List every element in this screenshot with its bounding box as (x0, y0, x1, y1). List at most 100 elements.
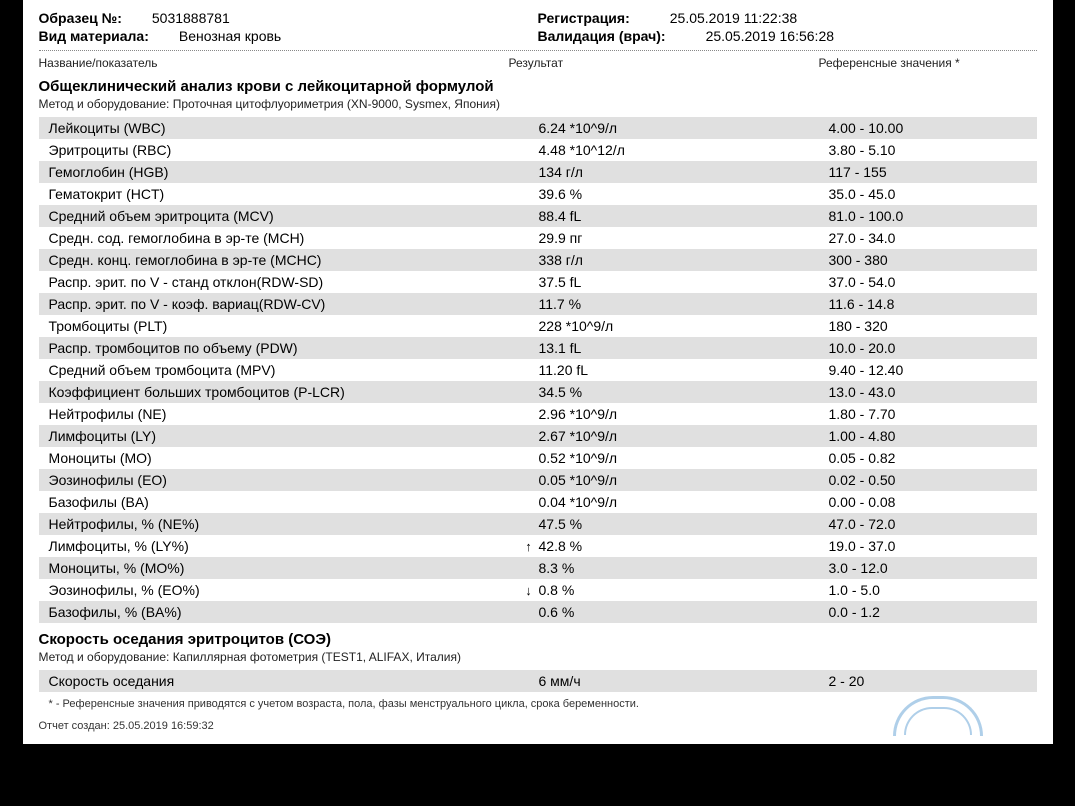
registration-value: 25.05.2019 11:22:38 (670, 10, 797, 26)
result-value: 228 *10^9/л (539, 318, 829, 334)
section1-rows: Лейкоциты (WBC) 6.24 *10^9/л4.00 - 10.00 Э… (39, 117, 1037, 623)
result-value: 134 г/л (539, 164, 829, 180)
indicator-name: Базофилы (BA) (49, 494, 519, 510)
reference-range: 27.0 - 34.0 (829, 230, 1037, 246)
report-footer: Отчет создан: 25.05.2019 16:59:32 (39, 720, 1037, 732)
header-row-1: Образец №: 5031888781 Регистрация: 25.05… (39, 10, 1037, 26)
reference-range: 4.00 - 10.00 (829, 120, 1037, 136)
result-value: 6 мм/ч (539, 673, 829, 689)
reference-range: 1.0 - 5.0 (829, 582, 1037, 598)
result-value: 0.52 *10^9/л (539, 450, 829, 466)
result-value: 6.24 *10^9/л (539, 120, 829, 136)
indicator-name: Моноциты, % (MO%) (49, 560, 519, 576)
table-row: Эритроциты (RBC) 4.48 *10^12/л3.80 - 5.10 (39, 139, 1037, 161)
result-value: 47.5 % (539, 516, 829, 532)
indicator-name: Эритроциты (RBC) (49, 142, 519, 158)
result-value: 0.8 % (539, 582, 829, 598)
table-row: Средн. сод. гемоглобина в эр-те (MCH) 29.… (39, 227, 1037, 249)
indicator-name: Эозинофилы, % (EO%) (49, 582, 519, 598)
result-value: 29.9 пг (539, 230, 829, 246)
result-value: 11.7 % (539, 296, 829, 312)
section1-method: Метод и оборудование: Проточная цитофлуо… (39, 97, 1037, 111)
reference-range: 180 - 320 (829, 318, 1037, 334)
reference-range: 19.0 - 37.0 (829, 538, 1037, 554)
col-name: Название/показатель (39, 56, 509, 70)
reference-range: 0.05 - 0.82 (829, 450, 1037, 466)
table-row: Базофилы, % (BA%)0.6 %0.0 - 1.2 (39, 601, 1037, 623)
table-row: Распр. эрит. по V - станд отклон(RDW-SD)… (39, 271, 1037, 293)
table-row: Распр. эрит. по V - коэф. вариац(RDW-CV)… (39, 293, 1037, 315)
table-row: Базофилы (BA)0.04 *10^9/л0.00 - 0.08 (39, 491, 1037, 513)
indicator-name: Средний объем тромбоцита (MPV) (49, 362, 519, 378)
table-row: Моноциты (MO) 0.52 *10^9/л0.05 - 0.82 (39, 447, 1037, 469)
method-value: Капиллярная фотометрия (TEST1, ALIFAX, И… (173, 650, 461, 664)
indicator-name: Средн. конц. гемоглобина в эр-те (MCHC) (49, 252, 519, 268)
sample-id-value: 5031888781 (152, 10, 230, 26)
table-row: Коэффициент больших тромбоцитов (P-LCR)3… (39, 381, 1037, 403)
method-value: Проточная цитофлуориметрия (XN-9000, Sys… (173, 97, 500, 111)
indicator-name: Лейкоциты (WBC) (49, 120, 519, 136)
indicator-name: Моноциты (MO) (49, 450, 519, 466)
reference-range: 11.6 - 14.8 (829, 296, 1037, 312)
report-generated-value: 25.05.2019 16:59:32 (113, 720, 214, 732)
reference-range: 37.0 - 54.0 (829, 274, 1037, 290)
reference-range: 35.0 - 45.0 (829, 186, 1037, 202)
indicator-name: Скорость оседания (49, 673, 519, 689)
column-headers: Название/показатель Результат Референсны… (39, 54, 1037, 74)
result-value: 2.67 *10^9/л (539, 428, 829, 444)
indicator-name: Нейтрофилы, % (NE%) (49, 516, 519, 532)
indicator-name: Гемоглобин (HGB) (49, 164, 519, 180)
indicator-name: Тромбоциты (PLT) (49, 318, 519, 334)
table-row: Нейтрофилы (NE)2.96 *10^9/л1.80 - 7.70 (39, 403, 1037, 425)
table-row: Тромбоциты (PLT) 228 *10^9/л180 - 320 (39, 315, 1037, 337)
result-value: 34.5 % (539, 384, 829, 400)
reference-range: 0.02 - 0.50 (829, 472, 1037, 488)
registration-label: Регистрация: (538, 10, 630, 26)
method-label: Метод и оборудование: (39, 650, 170, 664)
validation-label: Валидация (врач): (538, 28, 666, 44)
dotted-separator (39, 50, 1037, 51)
table-row: Лимфоциты (LY)2.67 *10^9/л1.00 - 4.80 (39, 425, 1037, 447)
section2-title: Скорость оседания эритроцитов (СОЭ) (39, 631, 1037, 648)
col-reference: Референсные значения * (819, 56, 1037, 70)
table-row: Скорость оседания 6 мм/ч2 - 20 (39, 670, 1037, 692)
validation-value: 25.05.2019 16:56:28 (706, 28, 834, 44)
section2-method: Метод и оборудование: Капиллярная фотоме… (39, 650, 1037, 664)
table-row: Лейкоциты (WBC) 6.24 *10^9/л4.00 - 10.00 (39, 117, 1037, 139)
reference-range: 13.0 - 43.0 (829, 384, 1037, 400)
indicator-name: Средн. сод. гемоглобина в эр-те (MCH) (49, 230, 519, 246)
table-row: Нейтрофилы, % (NE%) 47.5 %47.0 - 72.0 (39, 513, 1037, 535)
reference-range: 300 - 380 (829, 252, 1037, 268)
reference-range: 2 - 20 (829, 673, 1037, 689)
table-row: Гемоглобин (HGB)134 г/л117 - 155 (39, 161, 1037, 183)
result-value: 4.48 *10^12/л (539, 142, 829, 158)
material-label: Вид материала: (39, 28, 149, 44)
header-row-2: Вид материала: Венозная кровь Валидация … (39, 28, 1037, 44)
reference-range: 3.80 - 5.10 (829, 142, 1037, 158)
table-row: Средний объем эритроцита (MCV)88.4 fL81.… (39, 205, 1037, 227)
out-of-range-flag-icon: ↑ (519, 539, 539, 554)
lab-report-page: Образец №: 5031888781 Регистрация: 25.05… (23, 0, 1053, 744)
reference-range: 47.0 - 72.0 (829, 516, 1037, 532)
indicator-name: Эозинофилы (EO) (49, 472, 519, 488)
table-row: Гематокрит (HCT)39.6 %35.0 - 45.0 (39, 183, 1037, 205)
reference-footnote: * - Референсные значения приводятся с уч… (39, 698, 1037, 710)
result-value: 2.96 *10^9/л (539, 406, 829, 422)
result-value: 13.1 fL (539, 340, 829, 356)
table-row: Эозинофилы (EO) 0.05 *10^9/л0.02 - 0.50 (39, 469, 1037, 491)
indicator-name: Гематокрит (HCT) (49, 186, 519, 202)
table-row: Распр. тромбоцитов по объему (PDW)13.1 f… (39, 337, 1037, 359)
indicator-name: Распр. эрит. по V - коэф. вариац(RDW-CV) (49, 296, 519, 312)
sample-id-label: Образец №: (39, 10, 122, 26)
method-label: Метод и оборудование: (39, 97, 170, 111)
result-value: 0.05 *10^9/л (539, 472, 829, 488)
result-value: 0.6 % (539, 604, 829, 620)
indicator-name: Лимфоциты, % (LY%) (49, 538, 519, 554)
indicator-name: Распр. эрит. по V - станд отклон(RDW-SD) (49, 274, 519, 290)
reference-range: 1.80 - 7.70 (829, 406, 1037, 422)
reference-range: 1.00 - 4.80 (829, 428, 1037, 444)
result-value: 42.8 % (539, 538, 829, 554)
indicator-name: Средний объем эритроцита (MCV) (49, 208, 519, 224)
section1-title: Общеклинический анализ крови с лейкоцита… (39, 78, 1037, 95)
reference-range: 0.0 - 1.2 (829, 604, 1037, 620)
